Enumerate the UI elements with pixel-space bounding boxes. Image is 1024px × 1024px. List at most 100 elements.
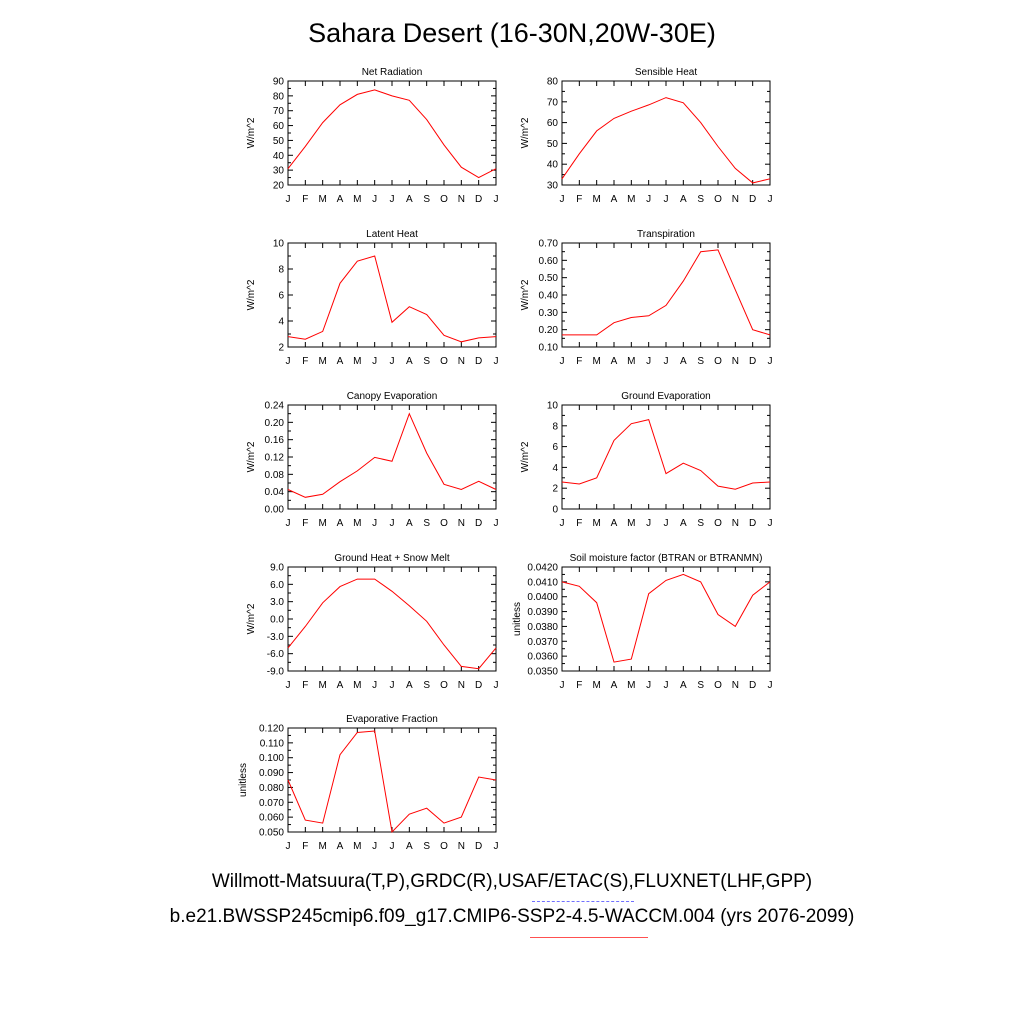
- y-tick-label: 40: [547, 160, 559, 171]
- x-tick-label: S: [423, 518, 430, 529]
- y-tick-label: 0.070: [259, 798, 284, 809]
- legend-observations-swatch: [532, 901, 634, 902]
- legend-observations-label: Willmott-Matsuura(T,P),GRDC(R),USAF/ETAC…: [211, 871, 813, 892]
- y-tick-label: 80: [273, 91, 285, 102]
- x-tick-label: A: [680, 680, 687, 691]
- y-tick-label: 0.04: [265, 487, 285, 498]
- panel-title: Ground Evaporation: [621, 391, 711, 402]
- panel-4: Transpiration 0.10 0.20 0.30 0.40 0.50 0.60 0.7…: [520, 229, 773, 367]
- x-tick-label: D: [475, 680, 482, 691]
- panel-7: Ground Heat + Snow Melt -9.0 -6.0 -3.0 0.0 3.…: [246, 553, 499, 691]
- x-tick-label: J: [646, 356, 651, 367]
- panel-title: Soil moisture factor (BTRAN or BTRANMN): [570, 553, 763, 564]
- x-tick-label: J: [286, 356, 291, 367]
- y-tick-label: 3.0: [270, 597, 284, 608]
- x-tick-label: N: [732, 194, 739, 205]
- y-tick-label: 10: [273, 239, 285, 250]
- series-line: [561, 419, 771, 490]
- x-tick-label: J: [372, 356, 377, 367]
- x-tick-label: S: [423, 841, 430, 852]
- x-tick-label: J: [494, 194, 499, 205]
- x-tick-label: O: [440, 356, 448, 367]
- y-tick-label: 30: [547, 181, 559, 192]
- x-tick-label: F: [576, 356, 582, 367]
- x-tick-label: A: [337, 680, 344, 691]
- x-tick-label: S: [423, 680, 430, 691]
- x-tick-label: M: [318, 194, 326, 205]
- x-tick-label: A: [337, 841, 344, 852]
- y-tick-label: 0.0420: [527, 563, 558, 574]
- panel-title: Evaporative Fraction: [346, 714, 438, 725]
- x-tick-label: D: [475, 841, 482, 852]
- x-tick-label: J: [390, 841, 395, 852]
- x-tick-label: J: [286, 680, 291, 691]
- y-tick-label: 0.60: [539, 256, 559, 267]
- x-tick-label: J: [646, 194, 651, 205]
- x-tick-label: N: [458, 356, 465, 367]
- panel-5: Canopy Evaporation 0.00 0.04 0.08 0.12 0.16 0.…: [246, 391, 499, 529]
- x-tick-label: A: [680, 194, 687, 205]
- x-tick-label: M: [353, 518, 361, 529]
- series-line: [287, 412, 497, 498]
- y-tick-label: 0.0380: [527, 622, 558, 633]
- x-tick-label: J: [494, 841, 499, 852]
- x-tick-label: M: [318, 841, 326, 852]
- x-tick-label: A: [611, 356, 618, 367]
- x-tick-label: D: [475, 518, 482, 529]
- y-tick-label: 6: [278, 291, 284, 302]
- x-tick-label: J: [768, 680, 773, 691]
- page-title: Sahara Desert (16-30N,20W-30E): [308, 18, 716, 48]
- y-tick-label: 50: [547, 139, 559, 150]
- x-tick-label: M: [318, 518, 326, 529]
- x-tick-label: O: [714, 194, 722, 205]
- panel-title: Canopy Evaporation: [347, 391, 438, 402]
- x-tick-label: M: [353, 194, 361, 205]
- plot-frame: [287, 566, 497, 672]
- y-tick-label: 6: [552, 442, 558, 453]
- x-tick-label: M: [318, 356, 326, 367]
- series-line: [287, 255, 497, 343]
- x-tick-label: J: [390, 194, 395, 205]
- y-tick-label: 0.090: [259, 768, 284, 779]
- y-axis-label: W/m^2: [246, 279, 257, 310]
- x-tick-label: O: [714, 518, 722, 529]
- plot-frame: [561, 242, 771, 348]
- x-tick-label: N: [732, 356, 739, 367]
- x-tick-label: N: [458, 194, 465, 205]
- y-tick-label: 0.40: [539, 291, 559, 302]
- x-tick-label: M: [353, 680, 361, 691]
- x-tick-label: M: [592, 680, 600, 691]
- x-tick-label: O: [440, 194, 448, 205]
- x-tick-label: J: [768, 356, 773, 367]
- x-tick-label: J: [768, 518, 773, 529]
- x-tick-label: M: [592, 518, 600, 529]
- y-tick-label: 0.08: [265, 470, 285, 481]
- y-tick-label: 4: [552, 463, 558, 474]
- x-tick-label: J: [372, 518, 377, 529]
- y-tick-label: 0.110: [260, 738, 285, 749]
- y-tick-label: 60: [547, 118, 559, 129]
- y-tick-label: 8: [552, 421, 558, 432]
- x-tick-label: N: [458, 518, 465, 529]
- x-tick-label: J: [390, 680, 395, 691]
- x-tick-label: O: [440, 841, 448, 852]
- x-tick-label: J: [286, 841, 291, 852]
- x-tick-label: N: [732, 680, 739, 691]
- y-tick-label: 70: [547, 97, 559, 108]
- x-tick-label: N: [458, 680, 465, 691]
- y-tick-label: 70: [273, 106, 285, 117]
- panel-title: Ground Heat + Snow Melt: [334, 553, 450, 564]
- panel-8: Soil moisture factor (BTRAN or BTRANMN) 0…: [512, 553, 773, 691]
- legend-model-swatch: [530, 937, 648, 938]
- x-tick-label: A: [406, 518, 413, 529]
- y-tick-label: 90: [273, 77, 285, 88]
- plot-frame: [561, 404, 771, 510]
- series-line: [562, 249, 771, 336]
- x-tick-label: D: [475, 194, 482, 205]
- y-tick-label: 9.0: [270, 563, 284, 574]
- x-tick-label: A: [406, 356, 413, 367]
- series-line: [287, 578, 497, 670]
- x-tick-label: S: [423, 356, 430, 367]
- x-tick-label: J: [664, 194, 669, 205]
